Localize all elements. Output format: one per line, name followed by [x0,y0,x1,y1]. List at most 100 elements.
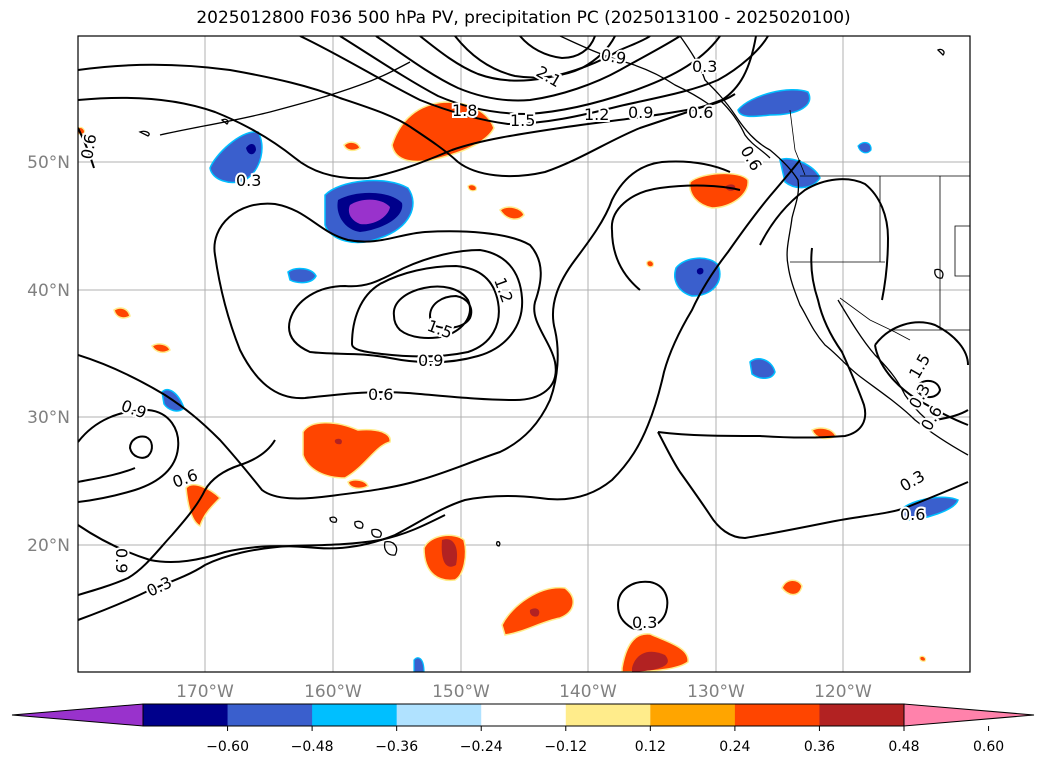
contour-line [610,184,741,231]
colorbar-segment [734,704,820,726]
lon-label: 170°W [176,682,234,702]
contour-line [288,248,524,364]
coastline-alaska-panhandle [719,99,771,159]
precip-blob [646,260,655,268]
colorbar-extend-min [12,704,143,726]
colorbar-segment [396,704,482,726]
precip-blob [467,184,477,192]
contour-line [917,379,942,398]
lon-label: 120°W [814,682,872,702]
lat-label: 40°N [27,281,70,301]
island [371,528,382,538]
contour-line [350,264,500,358]
contour-line [78,36,757,178]
lat-label: 50°N [27,153,70,173]
colorbar-segment [227,704,313,726]
precip-blob [919,655,927,662]
precip-blob [413,657,425,672]
precip-blob [347,479,369,490]
coastline-baja [837,299,926,419]
precip-negative [161,88,959,672]
contour-line [78,467,136,483]
contour-line [392,285,471,339]
colorbar-segment [819,704,905,726]
precip-blob [674,257,721,297]
precip-blob [737,88,811,118]
contour-line [78,439,276,596]
colorbar-segment [481,704,567,726]
contour-line [428,294,473,329]
lat-label: 20°N [27,536,70,556]
colorbar-tick-label: −0.48 [291,739,334,755]
contour-line [78,514,446,621]
contour-line [454,36,616,79]
border-state [954,225,970,277]
contour-line [874,321,969,426]
colorbar-tick-label: 0.12 [635,739,666,755]
colorbar-tick-label: −0.24 [460,739,503,755]
contour-label: 0.9 [112,548,131,573]
colorbar-extend-max [904,704,1034,726]
contour-label: 0.9 [628,103,653,122]
precip-blob [696,267,704,275]
contour-line [78,408,180,503]
precip-blob [781,579,803,596]
contour-label: 1.8 [452,101,477,120]
contour-line [616,580,669,631]
colorbar-segments [143,704,905,726]
map-panel: 0.3 0.6 0.9 1.2 1.5 1.8 2.1 1.5 1.2 0.9 … [78,36,970,672]
island [934,268,944,279]
contour-line [759,178,890,301]
island [936,48,945,56]
precip-blob [689,172,749,209]
contour-line [519,36,596,60]
contour-line [339,36,721,116]
colorbar-segment [143,704,229,726]
contour-line [78,93,736,180]
colorbar-segment [650,704,736,726]
contour-line [213,202,557,402]
contour-line [934,409,969,421]
contour-label: 0.6 [368,385,393,404]
borders [789,109,970,341]
contour-label: 0.9 [599,45,627,68]
colorbar-tick-label: 0.36 [804,739,835,755]
colorbar-tick-label: −0.12 [544,739,587,755]
colorbar-tick-label: −0.36 [375,739,418,755]
lon-label: 140°W [559,682,617,702]
precip-blob [441,539,458,567]
colorbar-tick-label: 0.24 [719,739,750,755]
precip-blob [749,358,776,379]
contour-label: 0.3 [632,613,657,632]
contour-line [657,431,969,540]
colorbar-tick-label: 0.48 [888,739,919,755]
contour-label: 0.3 [236,171,261,190]
colorbar: −0.60 −0.48 −0.36 −0.24 −0.12 0.12 0.24 0.36 0.4… [11,703,1035,755]
island [495,541,501,547]
island [138,130,150,137]
precip-blob [151,343,171,354]
colorbar-segment [565,704,651,726]
lon-labels: 170°W 160°W 150°W 140°W 130°W 120°W [176,682,872,702]
contour-label: 0.6 [900,505,925,524]
island [383,540,398,556]
lon-label: 130°W [687,682,745,702]
colorbar-tick-label: 0.60 [973,739,1004,755]
precip-blob [632,651,668,672]
precip-blob [348,199,390,225]
precip-blob [899,496,959,521]
precip-blob [529,608,540,617]
precip-blob [246,144,256,155]
map-frame [77,35,971,673]
coastline-aleutians [159,61,411,136]
precip-blob [857,141,872,154]
lat-labels: 50°N 40°N 30°N 20°N [27,153,70,556]
precip-blob [499,206,525,220]
island [220,118,229,125]
coastline-north-america [679,36,969,456]
contour-label: 0.3 [692,57,717,76]
colorbar-segment [312,704,398,726]
precip-blob [113,307,131,319]
lat-label: 30°N [27,408,70,428]
